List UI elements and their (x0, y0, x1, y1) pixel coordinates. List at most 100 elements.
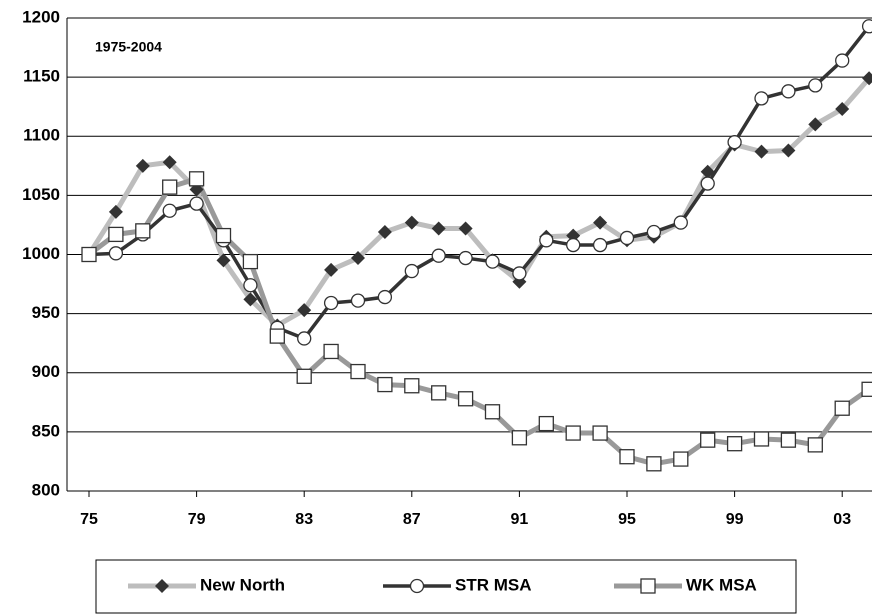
legend-marker (409, 578, 425, 594)
data-point (673, 451, 689, 467)
data-point (162, 203, 177, 218)
legend-marker (155, 579, 169, 593)
data-point (377, 376, 393, 393)
y-tick-label: 1000 (22, 244, 60, 263)
data-point (350, 293, 366, 308)
data-point (108, 226, 124, 243)
data-point (835, 102, 850, 117)
legend-label: STR MSA (455, 575, 532, 594)
data-point (700, 432, 716, 448)
data-point (485, 254, 500, 269)
x-tick-label: 03 (833, 511, 851, 528)
x-tick-label: 99 (726, 511, 744, 528)
data-point (807, 437, 823, 453)
data-point (377, 225, 392, 240)
data-point (404, 378, 420, 394)
data-point (297, 331, 312, 346)
data-point (323, 295, 339, 311)
data-point (726, 436, 743, 452)
legend-marker (640, 578, 656, 594)
data-point (512, 266, 527, 281)
data-point (242, 253, 259, 270)
y-tick-label: 950 (32, 303, 60, 322)
data-point (108, 204, 123, 219)
data-point (700, 164, 715, 179)
data-point (673, 215, 688, 230)
x-tick-label: 95 (618, 511, 636, 528)
x-tick-label: 79 (188, 511, 206, 528)
x-tick-label: 87 (403, 511, 421, 528)
data-point (351, 251, 365, 266)
data-point (296, 368, 312, 384)
data-point (484, 404, 501, 420)
data-point (458, 250, 473, 266)
data-point (781, 84, 796, 99)
data-point (593, 215, 608, 230)
data-point (538, 415, 554, 432)
legend-box (95, 559, 797, 614)
data-point (835, 53, 850, 68)
data-point (81, 246, 97, 263)
data-point (592, 425, 608, 441)
y-tick-label: 1050 (22, 185, 60, 204)
y-tick-label: 850 (32, 421, 60, 440)
data-point (404, 263, 419, 279)
data-point (753, 431, 770, 447)
data-point (539, 233, 554, 248)
x-tick-label: 83 (295, 511, 313, 528)
data-point (431, 385, 447, 401)
x-tick-label: 91 (511, 511, 529, 528)
data-point (162, 155, 177, 170)
data-point (458, 221, 473, 236)
data-point (834, 400, 850, 416)
data-point (135, 223, 151, 239)
data-point (619, 230, 635, 246)
data-point (189, 196, 204, 211)
data-point (431, 248, 446, 263)
data-point (808, 78, 823, 93)
data-point (808, 117, 823, 132)
y-tick-label: 1100 (23, 126, 60, 145)
annotation: 1975-2004 (95, 39, 162, 55)
data-point (350, 363, 366, 380)
data-point (754, 144, 769, 159)
data-point (566, 237, 581, 253)
data-point (754, 91, 769, 106)
data-point (404, 215, 419, 230)
data-point (323, 343, 339, 360)
series-line (87, 176, 871, 467)
data-point (646, 456, 662, 472)
data-point (511, 430, 528, 446)
data-point (135, 158, 150, 173)
data-point (297, 303, 312, 318)
data-point (162, 179, 178, 195)
x-tick-label: 75 (80, 511, 98, 528)
data-point (862, 71, 872, 86)
data-point (377, 289, 393, 305)
data-point (780, 432, 797, 448)
y-tick-label: 900 (32, 362, 60, 381)
y-tick-label: 1200 (22, 7, 60, 26)
data-point (565, 425, 581, 441)
data-point (324, 262, 339, 277)
data-point (646, 224, 662, 240)
data-point (727, 135, 742, 150)
data-point (188, 171, 205, 187)
series-line (88, 25, 871, 341)
data-point (861, 19, 872, 34)
data-point (592, 237, 608, 253)
y-tick-label: 1150 (23, 67, 60, 86)
data-point (781, 143, 796, 158)
data-point (457, 391, 474, 407)
data-point (700, 176, 715, 191)
data-point (216, 253, 231, 268)
data-point (269, 328, 285, 344)
data-point (431, 221, 446, 236)
data-point (215, 227, 232, 244)
data-point (619, 449, 635, 465)
data-point (108, 246, 124, 261)
y-tick-label: 800 (32, 480, 60, 499)
data-point (243, 292, 258, 307)
data-point (861, 381, 872, 397)
